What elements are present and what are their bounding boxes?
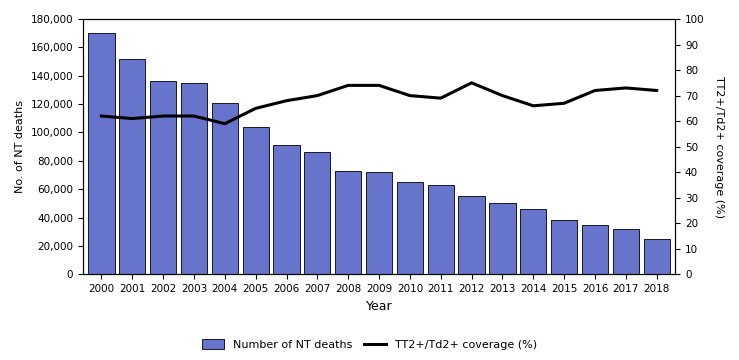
Bar (150, 81, 176, 274)
Bar (211, 103, 238, 274)
Bar (181, 83, 207, 274)
Bar (428, 185, 454, 274)
Bar (366, 172, 392, 274)
Bar (119, 59, 146, 274)
Bar (551, 220, 577, 274)
Bar (520, 209, 546, 274)
Bar (335, 171, 361, 274)
Bar (273, 145, 299, 274)
Y-axis label: No. of NT deaths: No. of NT deaths (15, 100, 25, 193)
X-axis label: Year: Year (366, 300, 392, 312)
Bar (644, 239, 670, 274)
Bar (489, 203, 516, 274)
Bar (88, 33, 115, 274)
Bar (458, 196, 485, 274)
Bar (613, 229, 639, 274)
Bar (304, 152, 330, 274)
Bar (582, 225, 608, 274)
Bar (242, 127, 269, 274)
Y-axis label: TT2+/Td2+ coverage (%): TT2+/Td2+ coverage (%) (714, 76, 724, 218)
Bar (397, 182, 423, 274)
Legend: Number of NT deaths, TT2+/Td2+ coverage (%): Number of NT deaths, TT2+/Td2+ coverage … (197, 335, 542, 355)
